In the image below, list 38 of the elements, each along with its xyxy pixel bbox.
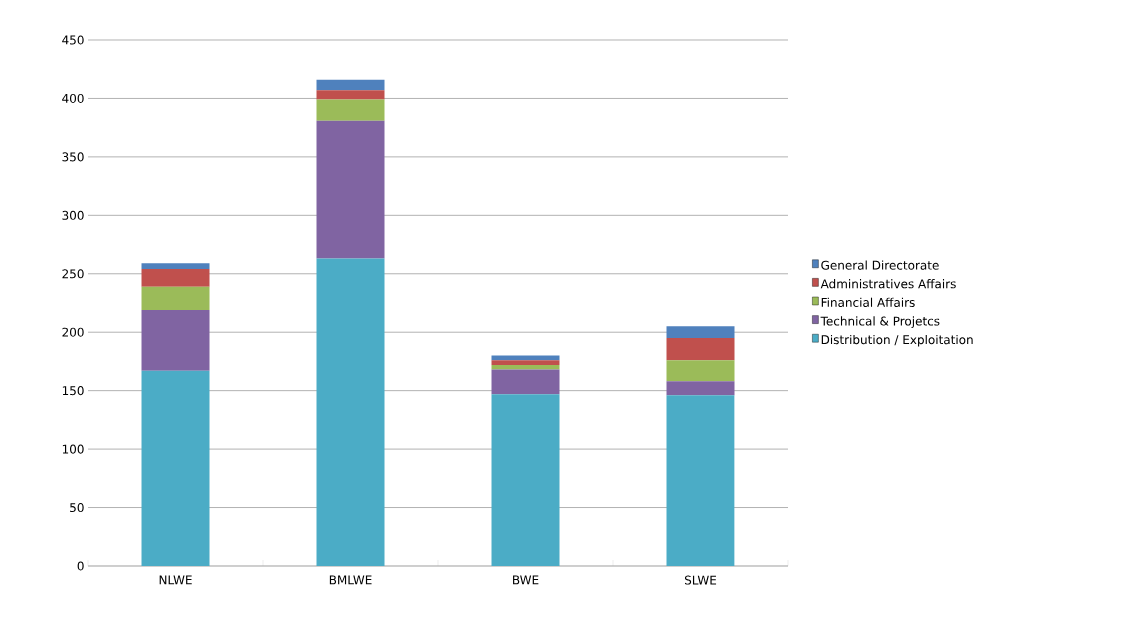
bar bbox=[491, 364, 560, 370]
x-tick-label: SLWE bbox=[684, 575, 717, 585]
legend-label: Administratives Affairs bbox=[820, 279, 956, 289]
bar bbox=[666, 381, 735, 396]
bar bbox=[141, 263, 210, 270]
y-tick-label: 400 bbox=[62, 93, 84, 103]
legend-label: General Directorate bbox=[821, 260, 939, 270]
bar bbox=[316, 258, 385, 566]
y-tick-label: 300 bbox=[62, 210, 84, 220]
y-tick-label: 100 bbox=[62, 444, 84, 454]
bar bbox=[491, 360, 560, 365]
x-tick-label: NLWE bbox=[159, 575, 192, 585]
bar bbox=[141, 269, 210, 287]
legend-label: Financial Affairs bbox=[821, 297, 915, 307]
bar bbox=[666, 338, 735, 361]
x-tick-label: BWE bbox=[513, 575, 539, 585]
bar bbox=[666, 395, 735, 566]
bar bbox=[491, 394, 560, 566]
legend-label: Technical & Projetcs bbox=[820, 316, 940, 328]
bar bbox=[666, 326, 735, 339]
legend-label: Distribution / Exploitation bbox=[821, 334, 973, 347]
bar bbox=[141, 310, 210, 371]
y-tick-label: 150 bbox=[62, 386, 84, 396]
bar bbox=[316, 90, 385, 100]
x-tick-label: BMLWE bbox=[329, 575, 372, 585]
y-tick-label: 450 bbox=[62, 35, 84, 45]
bar bbox=[666, 360, 735, 382]
bar bbox=[491, 369, 560, 395]
y-tick-label: 250 bbox=[62, 269, 84, 279]
bar bbox=[316, 120, 385, 259]
bar bbox=[141, 286, 210, 310]
bar bbox=[316, 99, 385, 121]
y-tick-label: 50 bbox=[70, 503, 84, 513]
bar bbox=[141, 370, 210, 566]
y-tick-label: 200 bbox=[62, 327, 84, 337]
y-tick-label: 0 bbox=[77, 561, 84, 571]
y-tick-label: 350 bbox=[62, 152, 84, 162]
bar bbox=[316, 79, 385, 91]
